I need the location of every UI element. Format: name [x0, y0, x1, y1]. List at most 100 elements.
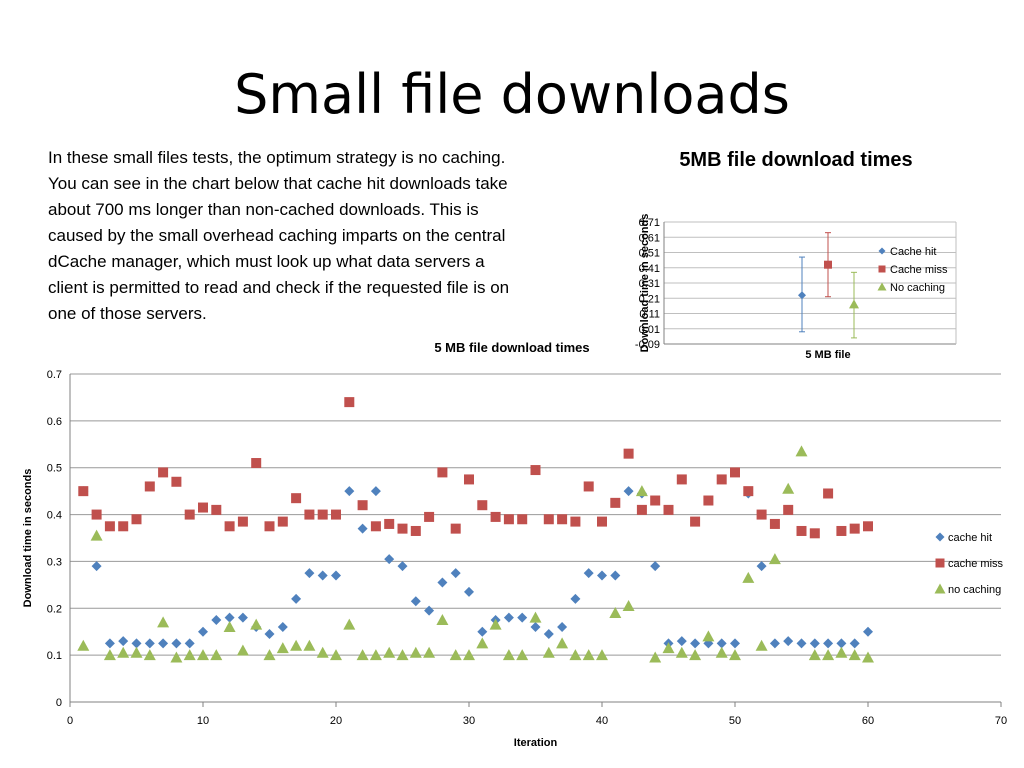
main-chart-point: [91, 509, 102, 520]
main-chart-point: [184, 638, 195, 649]
main-chart-point: [304, 568, 315, 579]
main-chart-point: [384, 554, 395, 565]
main-chart-point: [862, 651, 874, 663]
main-chart-point: [557, 622, 568, 633]
main-chart-point: [304, 509, 315, 520]
main-chart-title: 5 MB file download times: [434, 340, 589, 355]
main-chart-point: [171, 638, 182, 649]
main-chart-point: [424, 511, 435, 522]
main-chart-point: [517, 514, 528, 525]
main-chart-point: [291, 493, 302, 504]
main-chart-point: [317, 509, 328, 520]
main-chart-point: [91, 561, 102, 572]
main-chart-point: [317, 570, 328, 581]
main-chart-point: [676, 636, 687, 647]
main-chart-point: [517, 612, 528, 623]
main-chart-point: [622, 599, 635, 611]
intro-line: about 700 ms longer than non-cached down…: [48, 200, 479, 219]
main-chart-point: [157, 616, 170, 628]
main-chart-point: [397, 561, 408, 572]
main-chart-point: [210, 649, 223, 661]
main-chart-point: [397, 523, 408, 534]
small-chart-y-tick: 0.11: [639, 309, 660, 321]
main-chart-point: [650, 561, 661, 572]
main-chart-y-tick: 0.7: [47, 369, 62, 381]
main-chart-point: [730, 467, 740, 478]
main-chart-point: [291, 593, 302, 604]
main-chart-point: [144, 481, 155, 492]
main-chart-point: [796, 525, 807, 536]
main-chart-point: [290, 639, 303, 651]
main-chart-point: [264, 521, 275, 532]
main-chart-x-tick: 50: [729, 715, 741, 727]
main-chart-point: [730, 638, 740, 649]
main-chart-point: [198, 502, 208, 513]
main-chart-point: [344, 397, 355, 408]
main-chart-point: [237, 516, 248, 527]
main-chart-x-label: Iteration: [514, 737, 558, 749]
main-chart-point: [715, 646, 728, 658]
main-chart-point: [610, 570, 621, 581]
main-chart-point: [211, 615, 222, 625]
main-chart-point: [104, 521, 115, 532]
main-chart-point: [144, 638, 155, 649]
main-chart-point: [264, 629, 275, 640]
main-chart-point: [609, 606, 622, 618]
main-chart-point: [118, 521, 129, 532]
small-chart-y-tick: 0.41: [639, 263, 660, 275]
main-chart-point: [237, 612, 248, 623]
main-chart-point: [756, 561, 767, 572]
main-chart-point: [742, 571, 755, 583]
main-chart-point: [170, 651, 183, 663]
main-chart-point: [690, 638, 701, 649]
main-chart-point: [331, 509, 341, 520]
main-chart-y-tick: 0.6: [47, 416, 62, 428]
main-chart-point: [130, 646, 143, 658]
main-chart-point: [835, 646, 848, 658]
main-chart-point: [542, 646, 555, 658]
main-chart-point: [689, 649, 702, 661]
main-chart-point: [755, 639, 768, 651]
small-chart-legend-marker: [877, 282, 887, 291]
intro-line: client is permitted to read and check if…: [48, 278, 510, 297]
main-chart-point: [224, 612, 235, 623]
main-chart-point: [330, 649, 342, 661]
main-chart-point: [662, 642, 675, 654]
main-chart-point: [543, 629, 554, 640]
main-chart-point: [118, 636, 129, 647]
main-chart-y-tick: 0.4: [47, 510, 62, 522]
main-chart-point: [489, 618, 502, 630]
small-chart-legend-marker: [878, 247, 886, 255]
main-chart-point: [303, 639, 316, 651]
small-chart-title: 5MB file download times: [679, 149, 912, 171]
slide-title: Small file downloads: [234, 63, 790, 126]
main-chart-point: [331, 570, 341, 581]
main-chart-point: [77, 639, 90, 651]
small-chart-legend-marker: [878, 265, 886, 273]
main-chart-point: [158, 638, 169, 649]
main-chart-point: [464, 474, 474, 485]
intro-line: You can see in the chart below that cach…: [48, 174, 508, 193]
main-chart-point: [369, 649, 382, 661]
main-chart-point: [370, 486, 381, 497]
main-chart-y-label: Download time in seconds: [22, 469, 34, 608]
intro-paragraph: In these small files tests, the optimum …: [48, 145, 638, 327]
main-chart-point: [223, 621, 236, 633]
main-chart-point: [78, 486, 89, 497]
main-chart-point: [357, 500, 368, 511]
main-chart-point: [782, 482, 795, 494]
main-chart-x-tick: 70: [995, 715, 1007, 727]
main-chart-point: [277, 622, 288, 633]
main-chart-point: [131, 514, 142, 525]
main-chart-point: [636, 504, 647, 515]
main-chart-point: [596, 649, 608, 661]
main-chart-point: [796, 638, 807, 649]
main-chart-point: [569, 649, 582, 661]
main-chart-point: [263, 649, 276, 661]
main-chart-x-tick: 60: [862, 715, 874, 727]
main-chart-point: [103, 649, 116, 661]
main-chart-point: [530, 465, 541, 476]
main-chart-y-tick: 0.5: [47, 463, 62, 475]
main-chart-point: [650, 495, 661, 506]
main-chart-point: [769, 638, 780, 649]
